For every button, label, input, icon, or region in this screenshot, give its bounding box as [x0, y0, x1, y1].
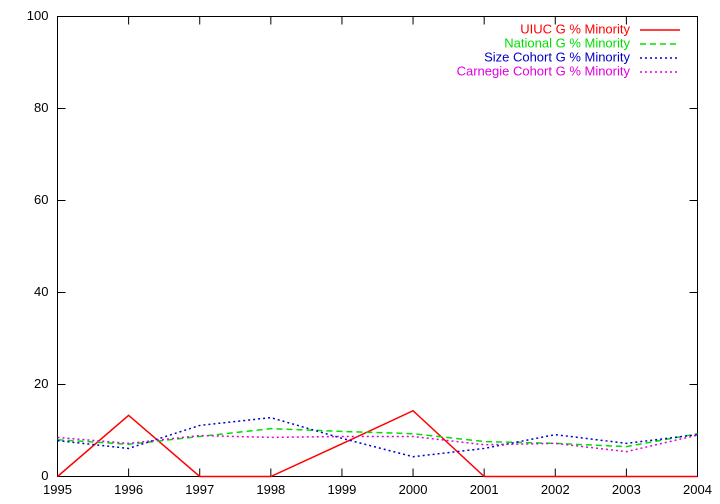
legend-label: Size Cohort G % Minority	[484, 49, 630, 64]
x-tick-label: 2000	[399, 482, 428, 497]
x-tick-label: 2002	[541, 482, 570, 497]
legend-label: National G % Minority	[504, 35, 630, 50]
x-tick-label: 2004	[683, 482, 712, 497]
x-tick-label: 1996	[114, 482, 143, 497]
y-tick-label: 20	[34, 376, 48, 391]
x-tick-label: 1997	[185, 482, 214, 497]
series-line	[57, 434, 698, 453]
legend-label: UIUC G % Minority	[520, 21, 630, 36]
series-line	[57, 409, 698, 478]
series-line	[57, 416, 698, 458]
x-tick-label: 1995	[43, 482, 72, 497]
y-tick-label: 100	[27, 8, 49, 23]
y-tick-label: 0	[41, 468, 48, 483]
y-tick-label: 40	[34, 284, 48, 299]
x-tick-label: 1998	[256, 482, 285, 497]
y-tick-label: 80	[34, 100, 48, 115]
y-tick-label: 60	[34, 192, 48, 207]
legend-label: Carnegie Cohort G % Minority	[457, 63, 631, 78]
x-tick-label: 2001	[470, 482, 499, 497]
x-tick-label: 1999	[327, 482, 356, 497]
plot-frame	[57, 16, 698, 477]
x-tick-label: 2003	[612, 482, 641, 497]
series-line	[57, 427, 698, 448]
